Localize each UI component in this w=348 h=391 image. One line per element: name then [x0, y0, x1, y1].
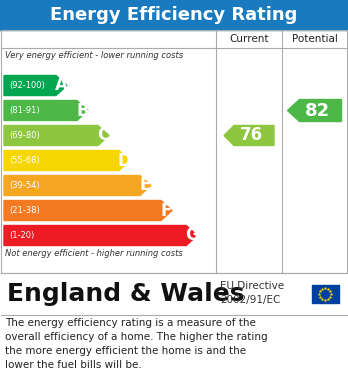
- Text: (69-80): (69-80): [9, 131, 40, 140]
- Text: E: E: [140, 176, 151, 194]
- Text: Very energy efficient - lower running costs: Very energy efficient - lower running co…: [5, 51, 183, 60]
- Bar: [0, 0, 348, 30]
- Polygon shape: [224, 126, 274, 145]
- Text: (1-20): (1-20): [9, 231, 34, 240]
- Text: B: B: [76, 102, 89, 120]
- Text: England & Wales: England & Wales: [7, 282, 245, 306]
- Text: Current: Current: [229, 34, 269, 44]
- Text: (21-38): (21-38): [9, 206, 40, 215]
- Bar: [311, 285, 339, 303]
- Text: Not energy efficient - higher running costs: Not energy efficient - higher running co…: [5, 249, 183, 258]
- Text: Potential: Potential: [292, 34, 338, 44]
- Text: (55-68): (55-68): [9, 156, 40, 165]
- Text: D: D: [118, 151, 132, 170]
- Polygon shape: [4, 126, 109, 145]
- Text: (92-100): (92-100): [9, 81, 45, 90]
- Text: (39-54): (39-54): [9, 181, 40, 190]
- Text: 76: 76: [240, 127, 263, 145]
- Polygon shape: [4, 226, 197, 246]
- Text: (81-91): (81-91): [9, 106, 40, 115]
- Text: C: C: [97, 127, 110, 145]
- Text: 82: 82: [305, 102, 330, 120]
- Polygon shape: [287, 99, 341, 122]
- Text: F: F: [161, 201, 172, 219]
- Polygon shape: [4, 176, 151, 196]
- Polygon shape: [4, 201, 172, 221]
- Text: Energy Efficiency Rating: Energy Efficiency Rating: [50, 6, 298, 24]
- Text: A: A: [55, 77, 68, 95]
- Text: EU Directive
2002/91/EC: EU Directive 2002/91/EC: [220, 282, 284, 305]
- Polygon shape: [4, 151, 130, 170]
- Bar: [1, 30, 347, 273]
- Polygon shape: [4, 75, 67, 95]
- Text: The energy efficiency rating is a measure of the
overall efficiency of a home. T: The energy efficiency rating is a measur…: [5, 318, 268, 370]
- Polygon shape: [4, 100, 88, 120]
- Text: G: G: [185, 226, 199, 244]
